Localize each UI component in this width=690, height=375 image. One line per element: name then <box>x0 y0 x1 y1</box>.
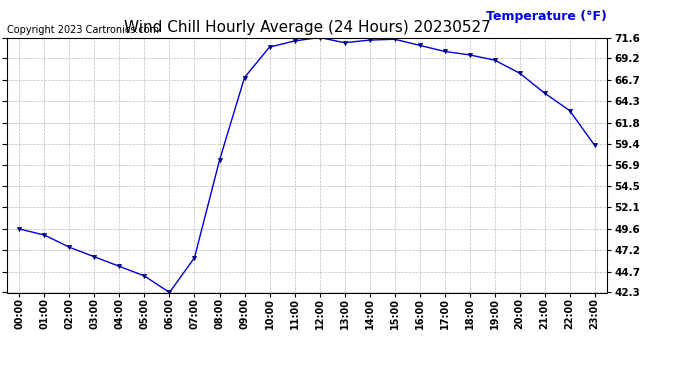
Text: Temperature (°F): Temperature (°F) <box>486 10 607 24</box>
Title: Wind Chill Hourly Average (24 Hours) 20230527: Wind Chill Hourly Average (24 Hours) 202… <box>124 20 491 35</box>
Text: Copyright 2023 Cartronics.com: Copyright 2023 Cartronics.com <box>7 25 159 35</box>
